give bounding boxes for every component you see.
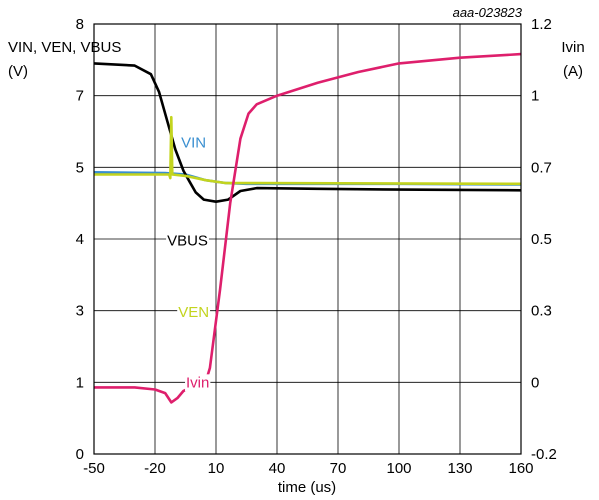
- y-left-axis-label-line-2: (V): [8, 63, 28, 80]
- x-tick-label: 70: [330, 460, 347, 477]
- series-label-ven: VEN: [178, 304, 209, 321]
- y-right-tick-label: 0.5: [531, 231, 552, 248]
- y-right-tick-label: -0.2: [531, 446, 557, 463]
- y-left-tick-labels: 0 1 3 4 5 7 8: [76, 16, 84, 463]
- x-axis-label: time (us): [278, 479, 336, 496]
- x-tick-label: 40: [269, 460, 286, 477]
- series-label-background: [185, 374, 211, 392]
- series-line-ivin: [94, 52, 522, 404]
- y-left-tick-label: 4: [76, 231, 84, 248]
- series-line-vbus: [93, 62, 522, 203]
- doc-id: aaa-023823: [453, 5, 523, 20]
- x-tick-labels: -50 -20 10 40 70 100 130 160: [83, 460, 533, 477]
- x-tick-label: 160: [508, 460, 533, 477]
- y-left-tick-label: 8: [76, 16, 84, 33]
- y-left-tick-label: 1: [76, 374, 84, 391]
- series-label-vbus: VBUS: [167, 232, 208, 249]
- y-right-tick-labels: -0.2 0 0.3 0.5 0.7 1 1.2: [531, 16, 557, 463]
- x-tick-label: 100: [386, 460, 411, 477]
- y-left-tick-label: 3: [76, 303, 84, 320]
- y-right-tick-label: 0.3: [531, 303, 552, 320]
- y-right-axis-label: Ivin (A): [561, 39, 584, 80]
- y-left-tick-label: 5: [76, 159, 84, 176]
- x-tick-label: 10: [208, 460, 225, 477]
- y-left-tick-label: 7: [76, 88, 84, 105]
- y-left-axis-label-line-1: VIN, VEN, VBUS: [8, 39, 121, 56]
- series-lines: [93, 52, 522, 404]
- y-right-axis-label-line-2: (A): [563, 63, 583, 80]
- y-right-tick-label: 1.2: [531, 16, 552, 33]
- x-tick-label: -50: [83, 460, 105, 477]
- series-label-ivin: Ivin: [186, 374, 209, 391]
- series-label-background: [180, 134, 208, 152]
- y-right-tick-label: 1: [531, 88, 539, 105]
- y-left-axis-label: VIN, VEN, VBUS (V): [8, 39, 121, 80]
- y-left-tick-label: 0: [76, 446, 84, 463]
- series-label-vin: VIN: [181, 134, 206, 151]
- x-tick-label: 130: [447, 460, 472, 477]
- x-tick-label: -20: [144, 460, 166, 477]
- series-label-background: [177, 304, 211, 322]
- y-right-tick-label: 0: [531, 374, 539, 391]
- series-label-background: [166, 232, 209, 250]
- series-labels: VIN VBUS VEN Ivin: [166, 134, 211, 392]
- y-right-tick-label: 0.7: [531, 159, 552, 176]
- y-right-axis-label-line-1: Ivin: [561, 39, 584, 56]
- plot-frame: [93, 23, 522, 455]
- series-line-ven: [94, 115, 522, 186]
